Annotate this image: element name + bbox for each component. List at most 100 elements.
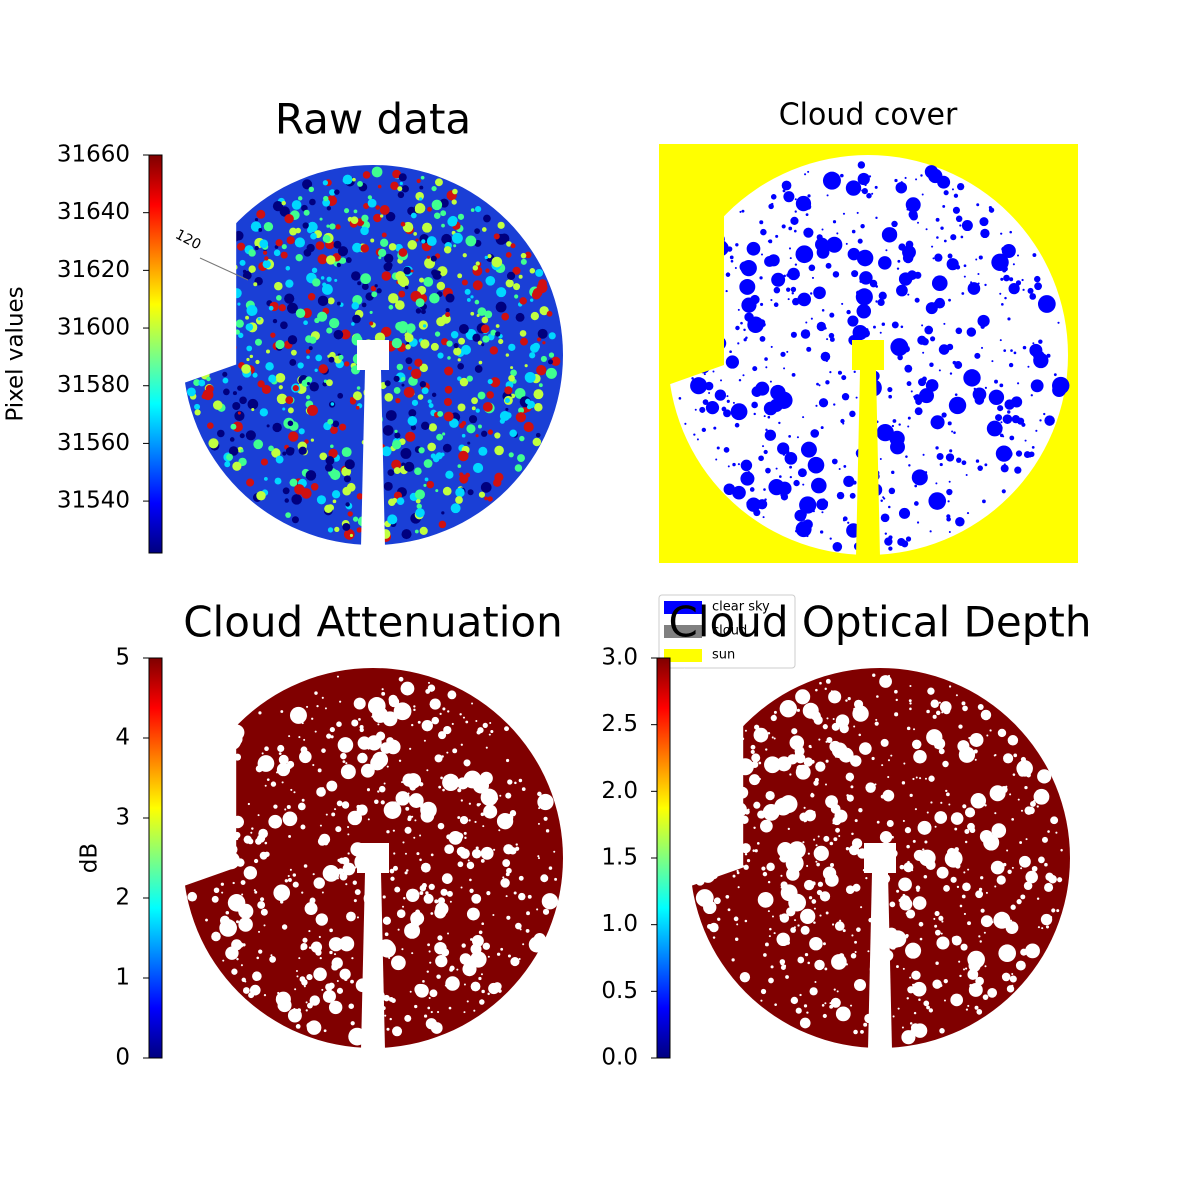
- legend-label: cloud: [712, 624, 747, 639]
- texture: [431, 199, 443, 211]
- texture: [384, 253, 394, 264]
- texture: [336, 675, 339, 678]
- texture: [287, 335, 298, 345]
- texture: [461, 344, 472, 355]
- texture: [819, 530, 824, 534]
- texture: [1013, 399, 1016, 402]
- texture: [413, 836, 416, 839]
- texture: [406, 869, 409, 872]
- texture: [912, 1023, 928, 1038]
- texture: [898, 423, 901, 426]
- texture: [194, 403, 201, 410]
- texture: [505, 895, 508, 898]
- texture: [751, 386, 763, 398]
- texture: [1011, 866, 1014, 869]
- texture: [841, 302, 844, 305]
- texture: [773, 714, 776, 717]
- texture: [324, 463, 333, 472]
- texture: [906, 909, 916, 919]
- texture: [235, 319, 244, 328]
- texture: [245, 315, 249, 320]
- texture: [859, 280, 863, 283]
- texture: [458, 422, 465, 429]
- texture: [746, 497, 761, 512]
- texture: [773, 286, 781, 294]
- texture: [309, 336, 317, 344]
- texture: [485, 746, 488, 749]
- texture: [315, 241, 325, 250]
- texture: [749, 487, 755, 492]
- texture: [230, 423, 237, 430]
- texture: [982, 994, 989, 1000]
- texture: [821, 309, 825, 312]
- texture: [1052, 383, 1067, 398]
- texture: [826, 737, 833, 743]
- texture: [376, 731, 386, 741]
- texture: [975, 258, 978, 261]
- texture: [240, 880, 246, 885]
- texture: [917, 221, 920, 224]
- texture: [314, 317, 320, 324]
- texture: [896, 284, 908, 297]
- texture: [426, 480, 435, 489]
- texture: [1001, 972, 1011, 982]
- texture: [856, 304, 872, 319]
- texture: [1017, 798, 1020, 801]
- texture: [393, 852, 396, 855]
- texture: [470, 783, 474, 786]
- texture: [235, 906, 242, 912]
- texture: [396, 909, 406, 919]
- texture: [452, 188, 458, 195]
- texture: [429, 989, 438, 998]
- texture: [344, 459, 355, 470]
- texture: [394, 300, 405, 310]
- texture: [428, 423, 437, 432]
- texture: [237, 302, 241, 306]
- texture: [361, 771, 364, 775]
- texture: [534, 402, 543, 412]
- texture: [918, 849, 936, 867]
- texture: [860, 906, 863, 909]
- texture: [508, 343, 516, 351]
- texture: [321, 923, 324, 926]
- texture: [381, 232, 387, 238]
- texture: [498, 829, 501, 832]
- texture: [775, 467, 778, 470]
- texture: [980, 228, 990, 239]
- texture: [919, 937, 923, 941]
- texture: [296, 975, 299, 978]
- texture: [471, 397, 478, 405]
- texture: [970, 793, 987, 809]
- texture: [946, 488, 953, 496]
- texture: [928, 492, 947, 510]
- texture: [465, 856, 468, 859]
- texture: [904, 176, 907, 179]
- texture: [907, 416, 911, 420]
- texture: [482, 722, 488, 728]
- texture: [535, 268, 544, 277]
- texture: [903, 762, 906, 765]
- texture: [856, 211, 859, 214]
- texture: [434, 899, 439, 904]
- texture: [472, 265, 479, 271]
- texture: [941, 412, 947, 418]
- texture: [429, 698, 441, 710]
- texture: [884, 532, 887, 535]
- texture: [264, 841, 268, 845]
- texture: [303, 985, 306, 988]
- texture: [1010, 979, 1013, 982]
- texture: [905, 933, 909, 938]
- texture: [845, 242, 848, 245]
- mask-wedge: [177, 668, 237, 889]
- texture: [1007, 735, 1019, 746]
- texture: [282, 407, 286, 411]
- texture: [357, 181, 363, 187]
- texture: [961, 292, 965, 295]
- texture: [492, 913, 495, 917]
- texture: [414, 529, 419, 534]
- texture: [948, 803, 951, 806]
- texture: [225, 946, 239, 960]
- texture: [334, 278, 338, 282]
- texture: [935, 710, 941, 716]
- texture: [802, 519, 813, 530]
